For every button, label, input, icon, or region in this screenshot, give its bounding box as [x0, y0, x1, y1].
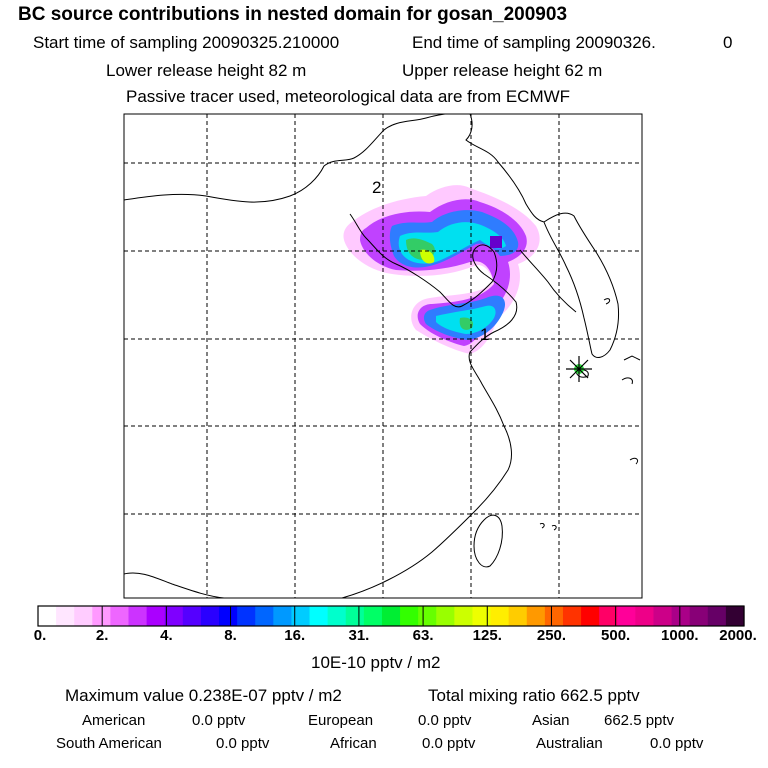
color-scale-tick-label: 31. — [348, 627, 370, 644]
coastlines — [124, 114, 641, 598]
source-asian-label: Asian — [532, 712, 570, 729]
color-scale-tick-label: 500. — [601, 627, 631, 644]
coast-bohai — [341, 213, 518, 598]
grid-lines — [124, 114, 642, 598]
color-scale-cell — [400, 606, 419, 626]
color-scale-dividers — [101, 606, 681, 626]
color-scale-cell — [490, 606, 510, 626]
source-asian-value: 662.5 pptv — [604, 712, 675, 729]
source-american-value: 0.0 pptv — [192, 712, 246, 729]
color-scale-tick-label: 16. — [284, 627, 306, 644]
japan-islands — [539, 298, 641, 531]
color-scale-cell — [581, 606, 600, 626]
source-european-value: 0.0 pptv — [418, 712, 472, 729]
color-scale-cell — [617, 606, 636, 626]
border-north — [124, 114, 545, 223]
color-scale-cell — [291, 606, 311, 626]
map-frame — [123, 113, 643, 599]
color-scale-cell — [273, 606, 293, 626]
color-scale-cell — [562, 606, 582, 626]
color-scale-tick-label: 1000. — [661, 627, 699, 644]
map-title: BC source contributions in nested domain… — [18, 4, 568, 25]
start-time: Start time of sampling 20090325.210000 — [33, 33, 340, 52]
color-scale-cell — [92, 606, 112, 626]
color-scale-cell — [707, 606, 727, 626]
color-scale-cell — [671, 606, 691, 626]
color-scale-tick-label: 250. — [536, 627, 567, 644]
color-scale-cell — [237, 606, 256, 626]
color-scale-cell — [472, 606, 492, 626]
source-african-value: 0.0 pptv — [422, 735, 476, 752]
color-scale-cells — [38, 606, 745, 626]
color-scale-tick-label: 0. — [33, 627, 47, 644]
color-scale-cell — [200, 606, 220, 626]
plume-core — [490, 236, 502, 248]
color-scale-cell — [689, 606, 709, 626]
color-scale-cell — [635, 606, 655, 626]
color-scale-cell — [219, 606, 238, 626]
color-scale-tick-label: 2000. — [719, 627, 757, 644]
color-scale-cell — [436, 606, 455, 626]
color-scale-cell — [327, 606, 347, 626]
color-scale-cell — [309, 606, 329, 626]
color-scale-cell — [363, 606, 383, 626]
color-scale-tick-label: 125. — [472, 627, 502, 644]
color-scale-cell — [56, 606, 75, 626]
color-scale-cell — [418, 606, 437, 626]
map-marker-2: 2 — [372, 178, 381, 197]
map-marker-1: 1 — [480, 325, 489, 344]
source-european-label: European — [308, 712, 374, 729]
taiwan — [473, 514, 503, 568]
color-scale-cell — [255, 606, 274, 626]
color-scale-cell — [725, 606, 745, 626]
source-african-label: African — [330, 735, 377, 752]
color-scale-cell — [110, 606, 130, 626]
upper-release-height: Upper release height 62 m — [402, 61, 603, 80]
plume-yellow — [420, 249, 435, 264]
color-scale-tick-label: 63. — [412, 627, 434, 644]
color-scale-cell — [454, 606, 474, 626]
color-scale-cell — [74, 606, 93, 626]
color-scale-cell — [526, 606, 546, 626]
end-time: End time of sampling 20090326. — [412, 33, 656, 52]
total-mixing-ratio: Total mixing ratio 662.5 pptv — [428, 686, 640, 705]
color-scale-cell — [164, 606, 184, 626]
hainan-area — [124, 572, 225, 598]
source-south-american-label: South American — [56, 735, 162, 752]
source-american-label: American — [82, 712, 146, 729]
color-scale-tick-label: 4. — [160, 627, 173, 644]
color-scale-cell — [653, 606, 673, 626]
color-scale-cell — [599, 606, 618, 626]
color-scale-cell — [381, 606, 401, 626]
color-scale-cell — [508, 606, 528, 626]
source-south-american-value: 0.0 pptv — [216, 735, 270, 752]
lower-release-height: Lower release height 82 m — [106, 61, 307, 80]
end-time-value: 0 — [723, 33, 733, 52]
maximum-value: Maximum value 0.238E-07 pptv / m2 — [65, 686, 342, 705]
star-burst-icon — [566, 356, 592, 382]
source-australian-label: Australian — [536, 735, 603, 752]
color-scale-cell — [345, 606, 365, 626]
scale-units: 10E-10 pptv / m2 — [311, 653, 441, 672]
source-australian-value: 0.0 pptv — [650, 735, 704, 752]
color-scale-frame — [37, 605, 745, 627]
color-scale-cell — [128, 606, 148, 626]
color-scale-cell — [182, 606, 202, 626]
color-scale-tick-label: 2. — [95, 627, 109, 644]
korea-north — [519, 249, 577, 313]
tracer-note: Passive tracer used, meteorological data… — [126, 87, 571, 106]
plume-green — [406, 238, 474, 330]
color-scale-cell — [38, 606, 57, 626]
korea-coast — [543, 212, 619, 358]
color-scale-cell — [544, 606, 564, 626]
color-scale-tick-label: 8. — [224, 627, 237, 644]
color-scale-cell — [146, 606, 166, 626]
concentration-plume — [343, 185, 540, 354]
